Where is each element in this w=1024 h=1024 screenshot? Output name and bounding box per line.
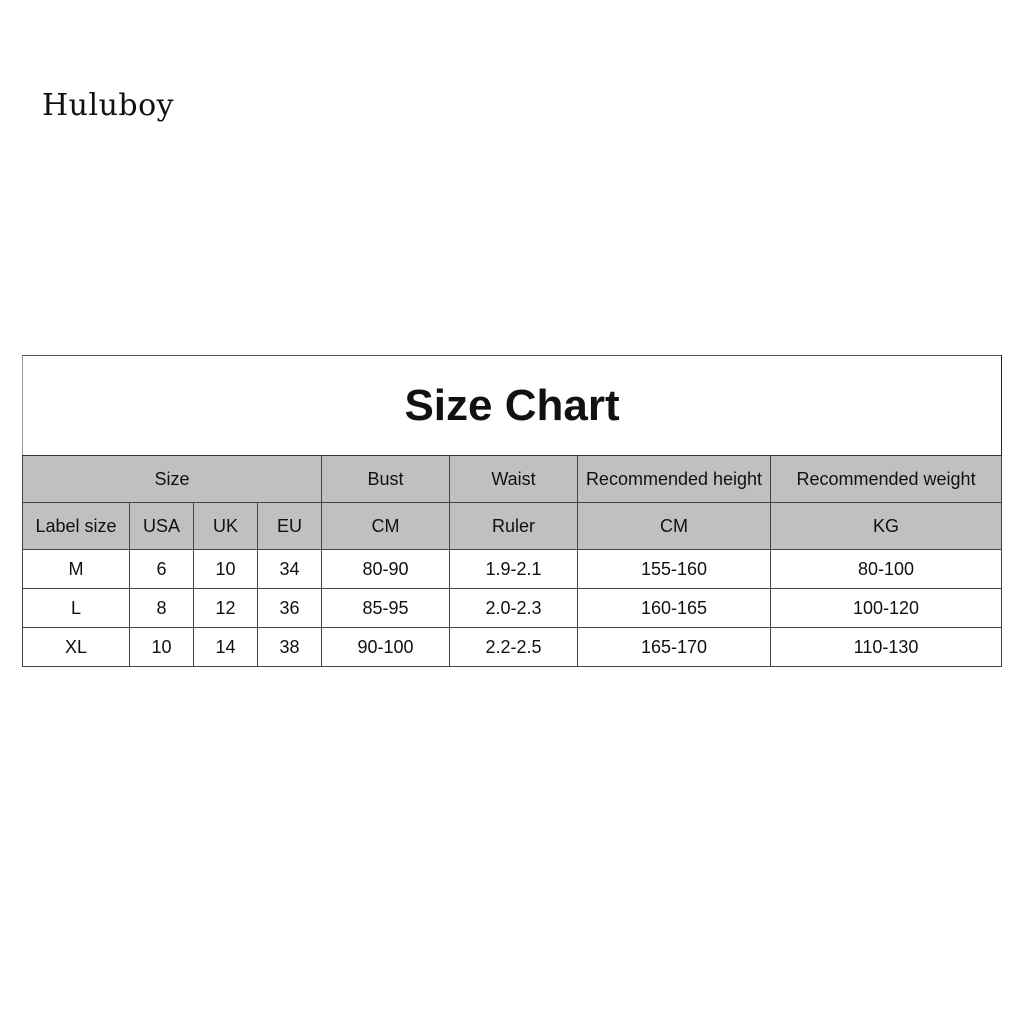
table-row: XL 10 14 38 90-100 2.2-2.5 165-170 110-130 — [22, 627, 1003, 667]
table-cell: L — [22, 588, 130, 628]
table-cell: 14 — [193, 627, 258, 667]
subheader-cell: UK — [193, 502, 258, 550]
table-cell: 34 — [257, 549, 322, 589]
table-cell: 12 — [193, 588, 258, 628]
table-cell: 155-160 — [577, 549, 771, 589]
table-cell: 2.2-2.5 — [449, 627, 578, 667]
table-cell: 10 — [129, 627, 194, 667]
table-cell: 80-100 — [769, 549, 1003, 589]
table-cell: 110-130 — [769, 627, 1003, 667]
table-cell: 90-100 — [321, 627, 450, 667]
header-recommended-weight: Recommended weight — [769, 455, 1003, 503]
table-cell: 2.0-2.3 — [449, 588, 578, 628]
subheader-cell: Label size — [22, 502, 130, 550]
table-cell: 38 — [257, 627, 322, 667]
table-cell: XL — [22, 627, 130, 667]
header-recommended-height: Recommended height — [577, 455, 771, 503]
subheader-cell: CM — [577, 502, 771, 550]
table-row: M 6 10 34 80-90 1.9-2.1 155-160 80-100 — [22, 549, 1003, 589]
subheader-row: Label size USA UK EU CM Ruler CM KG — [22, 502, 1003, 550]
header-bust: Bust — [321, 455, 450, 503]
brand-watermark: Huluboy — [42, 88, 175, 123]
table-cell: 165-170 — [577, 627, 771, 667]
table-title: Size Chart — [21, 355, 1003, 456]
subheader-cell: CM — [321, 502, 450, 550]
table-cell: M — [22, 549, 130, 589]
table-row: L 8 12 36 85-95 2.0-2.3 160-165 100-120 — [22, 588, 1003, 628]
table-cell: 1.9-2.1 — [449, 549, 578, 589]
subheader-cell: EU — [257, 502, 322, 550]
header-size: Size — [22, 455, 322, 503]
table-cell: 160-165 — [577, 588, 771, 628]
table-cell: 100-120 — [769, 588, 1003, 628]
table-cell: 36 — [257, 588, 322, 628]
subheader-cell: USA — [129, 502, 194, 550]
table-cell: 10 — [193, 549, 258, 589]
table-cell: 85-95 — [321, 588, 450, 628]
table-cell: 6 — [129, 549, 194, 589]
size-chart-table: Size Chart Size Bust Waist Recommended h… — [21, 355, 1003, 667]
subheader-cell: KG — [769, 502, 1003, 550]
table-cell: 80-90 — [321, 549, 450, 589]
header-waist: Waist — [449, 455, 578, 503]
subheader-cell: Ruler — [449, 502, 578, 550]
table-cell: 8 — [129, 588, 194, 628]
header-row: Size Bust Waist Recommended height Recom… — [22, 455, 1003, 503]
